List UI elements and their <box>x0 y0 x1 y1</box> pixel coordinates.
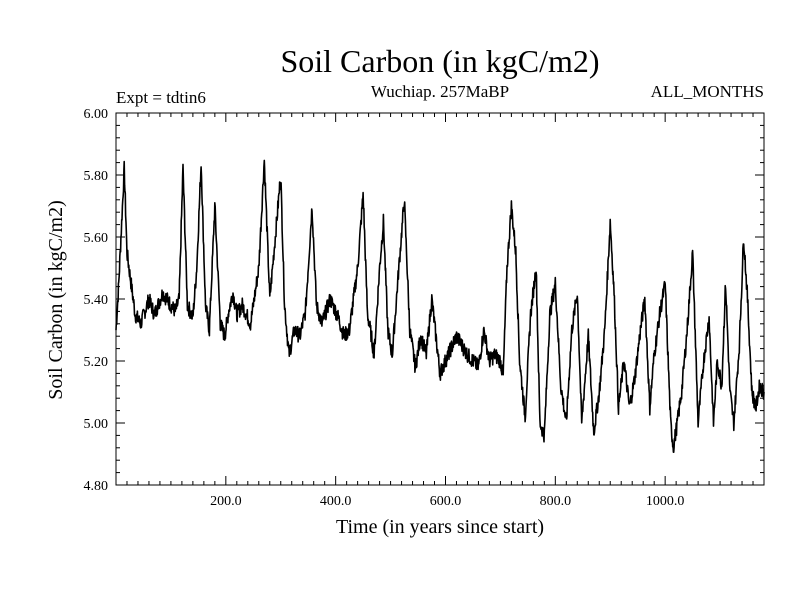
x-tick-label: 1000.0 <box>646 494 685 509</box>
y-tick-label: 5.00 <box>84 417 109 432</box>
chart-subtitle: Wuchiap. 257MaBP <box>371 82 509 101</box>
experiment-label: Expt = tdtin6 <box>116 88 206 107</box>
y-axis-label: Soil Carbon (in kgC/m2) <box>45 200 67 399</box>
x-tick-label: 200.0 <box>210 494 242 509</box>
y-tick-label: 6.00 <box>84 107 109 122</box>
y-tick-label: 5.80 <box>84 169 109 184</box>
y-tick-label: 5.40 <box>84 293 109 308</box>
y-tick-label: 5.20 <box>84 355 109 370</box>
axis-ticks <box>116 113 764 485</box>
chart-title: Soil Carbon (in kgC/m2) <box>280 43 599 79</box>
x-tick-label: 800.0 <box>540 494 572 509</box>
x-tick-label: 600.0 <box>430 494 462 509</box>
y-tick-label: 5.60 <box>84 231 109 246</box>
x-axis-label: Time (in years since start) <box>336 516 544 538</box>
series-layer <box>115 159 765 454</box>
plot-frame <box>115 112 765 486</box>
months-label: ALL_MONTHS <box>651 82 764 101</box>
tick-labels: 200.0 400.0 600.0 800.0 1000.0 4.80 5.00 5.20 5.… <box>84 107 685 509</box>
x-tick-label: 400.0 <box>320 494 352 509</box>
y-tick-label: 4.80 <box>84 479 109 494</box>
soil-carbon-series-line <box>115 159 765 454</box>
